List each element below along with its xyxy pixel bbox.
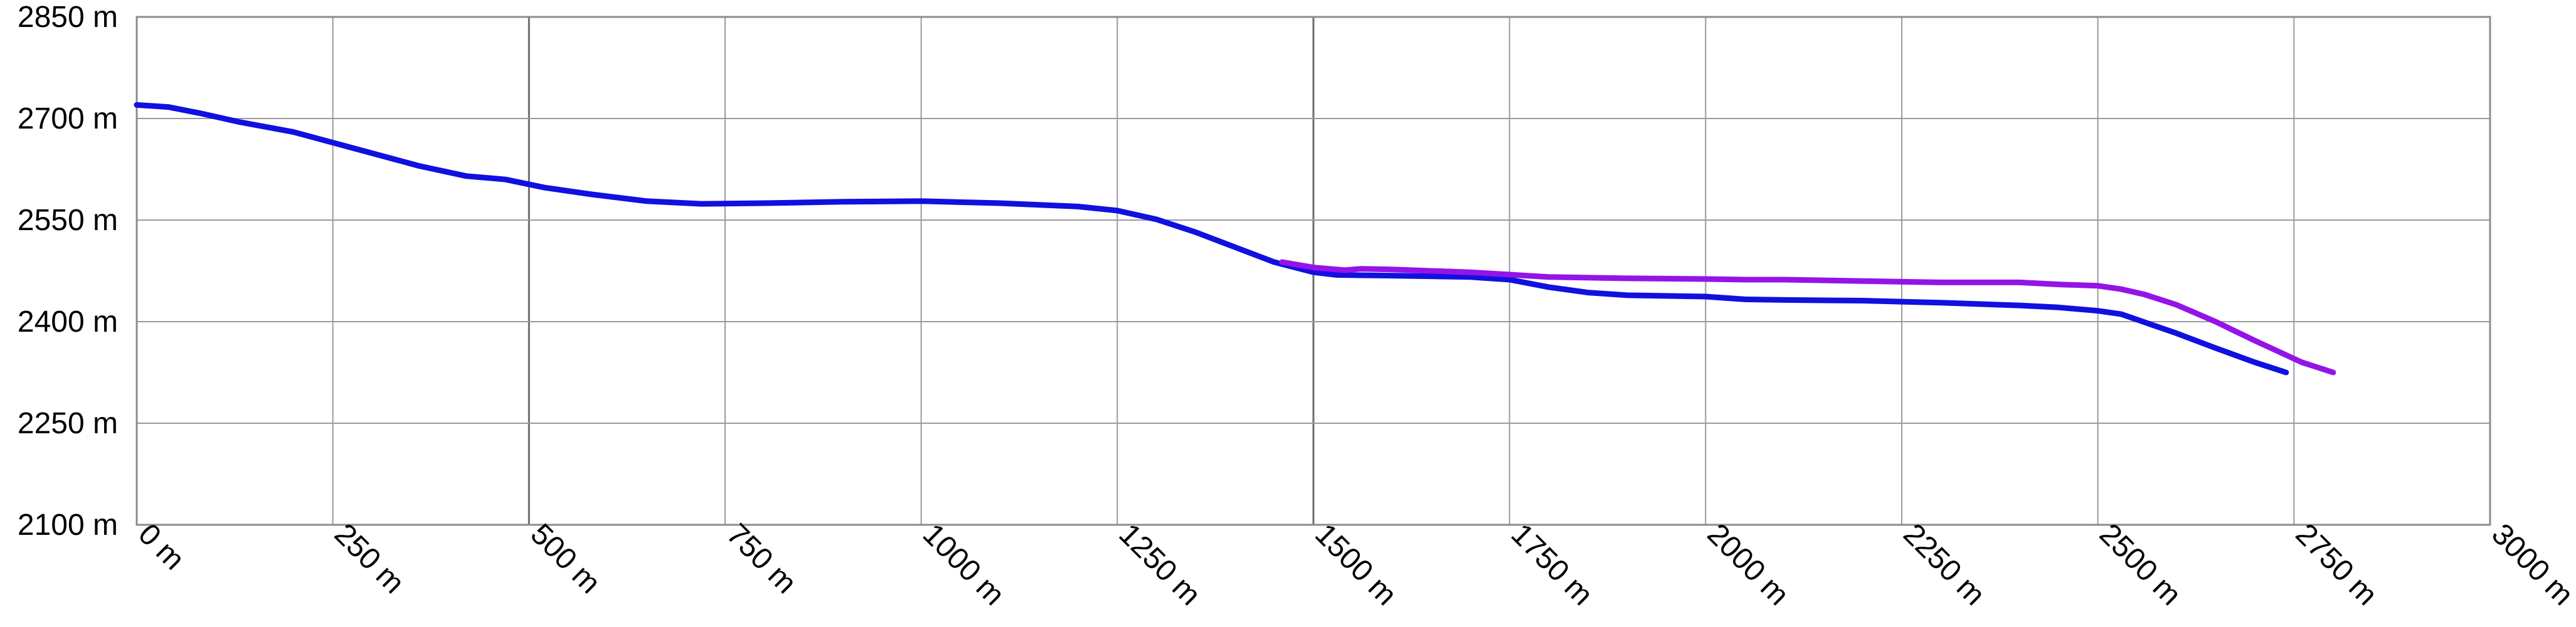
y-tick-label: 2250 m (18, 407, 118, 440)
y-axis-tick-labels: 2100 m 2250 m 2400 m 2550 m 2700 m 2850 m (18, 1, 118, 542)
series-line-2 (1279, 259, 2336, 376)
plot-frame (135, 16, 2491, 526)
y-tick-label: 2100 m (18, 508, 118, 542)
series-line-1 (134, 102, 2289, 376)
y-tick-label: 2850 m (18, 1, 118, 34)
y-tick-label: 2550 m (18, 204, 118, 237)
series-group (134, 102, 2336, 376)
y-tick-label: 2400 m (18, 305, 118, 339)
y-tick-label: 2700 m (18, 102, 118, 135)
